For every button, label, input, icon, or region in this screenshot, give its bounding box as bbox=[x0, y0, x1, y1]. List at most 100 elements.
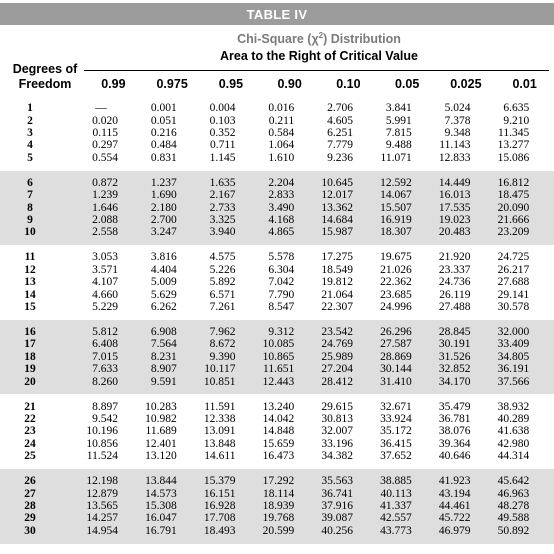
row-group: 21 8.897 10.283 11.591 13.240 29.615 32.671 35.… bbox=[0, 394, 554, 469]
value-cell: 44.314 bbox=[471, 450, 530, 462]
value-cell: 13.362 bbox=[295, 202, 354, 214]
value-cell: 0.554 bbox=[60, 152, 119, 164]
value-cell: 6.408 bbox=[60, 338, 119, 350]
table-row: 1—0.001 0.004 0.016 2.706 3.841 5.024 6.635 bbox=[0, 102, 554, 114]
value-cell: 26.119 bbox=[413, 289, 472, 301]
value-cell: 2.733 bbox=[178, 202, 237, 214]
value-cell: 6.262 bbox=[119, 301, 178, 313]
value-cell: 3.490 bbox=[236, 202, 295, 214]
value-cell: 4.605 bbox=[295, 115, 354, 127]
df-cell: 30 bbox=[0, 525, 60, 537]
value-cell: 33.924 bbox=[354, 413, 413, 425]
value-cell: 16.013 bbox=[413, 189, 472, 201]
value-cell: 3.053 bbox=[60, 251, 119, 263]
chi-symbol: χ bbox=[311, 32, 318, 46]
value-cell: 45.722 bbox=[413, 512, 472, 524]
value-cell: 16.812 bbox=[471, 177, 530, 189]
value-cell: 9.312 bbox=[236, 326, 295, 338]
value-cell: 3.325 bbox=[178, 214, 237, 226]
value-cell: 4.660 bbox=[60, 289, 119, 301]
column-headers: 0.99 0.975 0.95 0.90 0.10 0.05 0.025 0.01 bbox=[84, 77, 554, 93]
value-cell: 24.736 bbox=[413, 276, 472, 288]
value-cell: 14.067 bbox=[354, 189, 413, 201]
value-cell: 10.865 bbox=[236, 351, 295, 363]
value-cell: 12.879 bbox=[60, 488, 119, 500]
value-cell: 4.404 bbox=[119, 264, 178, 276]
value-cell: 38.885 bbox=[354, 475, 413, 487]
table-row: 16 5.812 6.908 7.962 9.312 23.542 26.296 28.845… bbox=[0, 326, 554, 338]
value-cell: 7.790 bbox=[236, 289, 295, 301]
value-cell: 43.773 bbox=[354, 525, 413, 537]
value-cell: 3.816 bbox=[119, 251, 178, 263]
value-cell: 1.237 bbox=[119, 177, 178, 189]
column-header: 0.90 bbox=[260, 77, 319, 93]
value-cell: 33.196 bbox=[295, 438, 354, 450]
value-cell: 16.919 bbox=[354, 214, 413, 226]
table-row: 5 0.554 0.831 1.145 1.610 9.236 11.071 12.833 15… bbox=[0, 152, 554, 164]
df-cell: 22 bbox=[0, 413, 60, 425]
value-cell: 41.337 bbox=[354, 500, 413, 512]
value-cell: 34.170 bbox=[413, 376, 472, 388]
column-header: 0.10 bbox=[319, 77, 378, 93]
table-row: 3 0.115 0.216 0.352 0.584 6.251 7.815 9.348 11.3… bbox=[0, 127, 554, 139]
value-cell: 1.145 bbox=[178, 152, 237, 164]
table-row: 6 0.872 1.237 1.635 2.204 10.645 12.592 14.449 1… bbox=[0, 177, 554, 189]
value-cell: 20.090 bbox=[471, 202, 530, 214]
value-cell: 19.812 bbox=[295, 276, 354, 288]
table-row: 14 4.660 5.629 6.571 7.790 21.064 23.685 26.119… bbox=[0, 288, 554, 300]
value-cell: 0.352 bbox=[178, 127, 237, 139]
value-cell: 28.869 bbox=[354, 351, 413, 363]
value-cell: 35.563 bbox=[295, 475, 354, 487]
value-cell: 10.283 bbox=[119, 401, 178, 413]
value-cell: 20.599 bbox=[236, 525, 295, 537]
value-cell: 15.659 bbox=[236, 438, 295, 450]
df-cell: 18 bbox=[0, 351, 60, 363]
value-cell: 16.473 bbox=[236, 450, 295, 462]
value-cell: 36.741 bbox=[295, 488, 354, 500]
value-cell: 17.275 bbox=[295, 251, 354, 263]
value-cell: 15.308 bbox=[119, 500, 178, 512]
value-cell: 26.296 bbox=[354, 326, 413, 338]
value-cell: 20.483 bbox=[413, 226, 472, 238]
value-cell: 11.651 bbox=[236, 363, 295, 375]
table-row: 15 5.229 6.262 7.261 8.547 22.307 24.996 27.488… bbox=[0, 301, 554, 313]
value-cell: 40.289 bbox=[471, 413, 530, 425]
value-cell: 22.362 bbox=[354, 276, 413, 288]
value-cell: 21.064 bbox=[295, 289, 354, 301]
value-cell: 12.401 bbox=[119, 438, 178, 450]
table-row: 8 1.646 2.180 2.733 3.490 13.362 15.507 17.535 2… bbox=[0, 201, 554, 213]
value-cell: 31.410 bbox=[354, 376, 413, 388]
value-cell: 11.524 bbox=[60, 450, 119, 462]
value-cell: 18.114 bbox=[236, 488, 295, 500]
df-cell: 12 bbox=[0, 264, 60, 276]
df-cell: 9 bbox=[0, 214, 60, 226]
value-cell: 41.638 bbox=[471, 425, 530, 437]
value-cell: 0.001 bbox=[119, 102, 178, 114]
value-cell: 12.017 bbox=[295, 189, 354, 201]
value-cell: 15.379 bbox=[178, 475, 237, 487]
value-cell: 14.573 bbox=[119, 488, 178, 500]
value-cell: 12.443 bbox=[236, 376, 295, 388]
value-cell: 19.675 bbox=[354, 251, 413, 263]
value-cell: 8.897 bbox=[60, 401, 119, 413]
value-cell: 38.932 bbox=[471, 401, 530, 413]
value-cell: 34.805 bbox=[471, 351, 530, 363]
value-cell: 13.848 bbox=[178, 438, 237, 450]
value-cell: — bbox=[60, 102, 119, 114]
value-cell: 29.615 bbox=[295, 401, 354, 413]
value-cell: 11.345 bbox=[471, 127, 530, 139]
value-cell: 23.337 bbox=[413, 264, 472, 276]
value-cell: 0.004 bbox=[178, 102, 237, 114]
value-cell: 0.103 bbox=[178, 115, 237, 127]
value-cell: 23.209 bbox=[471, 226, 530, 238]
value-cell: 8.672 bbox=[178, 338, 237, 350]
df-cell: 11 bbox=[0, 251, 60, 263]
value-cell: 50.892 bbox=[471, 525, 530, 537]
value-cell: 9.488 bbox=[354, 139, 413, 151]
value-cell: 0.872 bbox=[60, 177, 119, 189]
df-cell: 13 bbox=[0, 276, 60, 288]
value-cell: 1.610 bbox=[236, 152, 295, 164]
df-cell: 19 bbox=[0, 363, 60, 375]
value-cell: 3.247 bbox=[119, 226, 178, 238]
value-cell: 32.007 bbox=[295, 425, 354, 437]
